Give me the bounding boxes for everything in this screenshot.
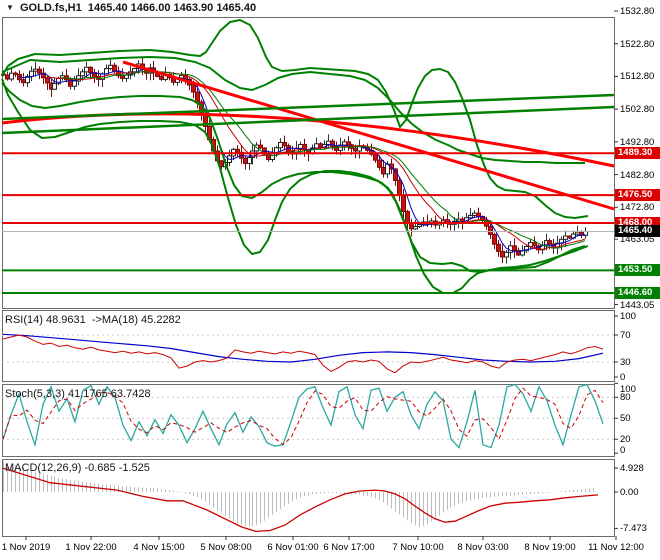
time-axis-label: 5 Nov 08:00 xyxy=(200,542,252,553)
trendlines xyxy=(1,60,615,211)
rsi-axis-label: 0 xyxy=(620,372,626,383)
price-axis-label: 1472.80 xyxy=(620,202,655,213)
price-badge: 1453.50 xyxy=(615,264,660,276)
macd-label: MACD(12,26,9) -0.685 -1.525 xyxy=(5,462,150,474)
time-axis-label: 1 Nov 2019 xyxy=(1,542,51,553)
price-badge: 1446.60 xyxy=(615,287,660,299)
macd-axis-label: 4.928 xyxy=(620,463,644,474)
bollinger-bands xyxy=(1,19,589,294)
symbol-dropdown-icon[interactable]: ▼ xyxy=(6,3,14,12)
price-levels xyxy=(2,152,614,294)
descending-trendline xyxy=(122,60,615,211)
rsi-label: RSI(14) 48.9631 ->MA(18) 45.2282 xyxy=(5,314,181,326)
time-axis-label: 11 Nov 12:00 xyxy=(588,542,644,553)
price-axis-label: 1502.80 xyxy=(620,104,655,115)
lower-band-wide xyxy=(1,78,586,294)
stoch-axis-label: 100 xyxy=(620,384,636,395)
price-axis-label: 1482.80 xyxy=(620,170,655,181)
price-axis-label: 1492.80 xyxy=(620,137,655,148)
stoch-label: Stoch(5,3,3) 41.1765 63.7428 xyxy=(5,388,151,400)
macd-axis-label: 0.00 xyxy=(620,487,639,498)
price-badge: 1476.50 xyxy=(615,189,660,201)
upper-band-wide xyxy=(1,19,589,219)
stoch-axis-label: 50 xyxy=(620,413,631,424)
panel-frames xyxy=(2,17,615,537)
stoch-axis-label: 20 xyxy=(620,434,631,445)
macd-axis-label: -7.473 xyxy=(620,523,647,534)
price-axis-label: 1522.80 xyxy=(620,39,655,50)
rsi-axis-label: 30 xyxy=(620,357,631,368)
macd-series xyxy=(2,461,599,533)
lower-band-tight xyxy=(1,82,589,273)
time-axis-label: 1 Nov 22:00 xyxy=(65,542,117,553)
rsi-series xyxy=(2,333,604,374)
time-axis-ticks xyxy=(25,536,617,540)
price-badge: 1489.30 xyxy=(615,147,660,159)
stoch-axis-label: 80 xyxy=(620,392,631,403)
price-axis-label: 1463.05 xyxy=(620,234,655,245)
axis-ticks xyxy=(614,10,618,529)
time-axis-label: 6 Nov 17:00 xyxy=(323,542,375,553)
price-axis-label: 1532.80 xyxy=(620,6,655,17)
price-axis-label: 1512.80 xyxy=(620,71,655,82)
time-axis-label: 8 Nov 03:00 xyxy=(457,542,509,553)
rsi-axis-label: 70 xyxy=(620,330,631,341)
time-axis-label: 4 Nov 15:00 xyxy=(133,542,185,553)
upper-band-tight xyxy=(1,56,585,164)
chart-title: GOLD.fs,H1 1465.40 1466.00 1463.90 1465.… xyxy=(20,2,256,14)
price-axis-label: 1443.05 xyxy=(620,300,655,311)
stoch-axis-label: 0 xyxy=(620,445,626,456)
ohlc-values: 1465.40 1466.00 1463.90 1465.40 xyxy=(87,2,257,14)
price-badge: 1465.40 xyxy=(615,225,660,237)
rsi-axis-label: 100 xyxy=(620,311,636,322)
green-trendline-lower xyxy=(1,105,615,135)
stochastic-series xyxy=(2,383,604,449)
green-trendline-upper xyxy=(1,93,615,121)
time-axis-label: 8 Nov 19:00 xyxy=(524,542,576,553)
time-axis-label: 6 Nov 01:00 xyxy=(267,542,319,553)
time-axis-label: 7 Nov 10:00 xyxy=(392,542,444,553)
symbol-label: GOLD.fs,H1 xyxy=(20,2,82,14)
